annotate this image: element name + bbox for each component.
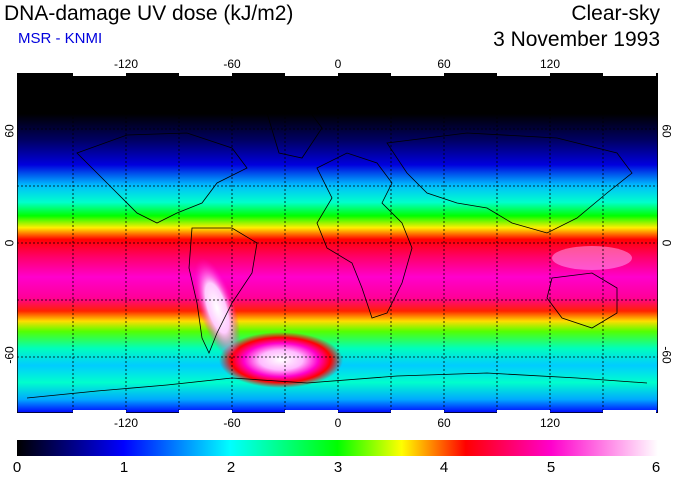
- lon-tick-top: 0: [334, 57, 342, 71]
- lon-tick-top: -120: [113, 57, 139, 71]
- lon-tick-bottom: 60: [437, 416, 451, 430]
- colorbar-label: 6: [651, 459, 661, 476]
- lat-tick-left: 60: [2, 124, 17, 138]
- colorbar-label: 2: [226, 459, 236, 476]
- map-date: 3 November 1993: [493, 28, 660, 51]
- lon-tick-top: 120: [539, 57, 561, 71]
- lon-tick-bottom: 0: [334, 416, 342, 430]
- map-title: DNA-damage UV dose (kJ/m2): [4, 2, 294, 25]
- sky-condition: Clear-sky: [571, 2, 660, 25]
- lat-tick-right: 60: [659, 124, 674, 138]
- source-label: MSR - KNMI: [18, 30, 103, 47]
- lat-tick-left: 0: [2, 239, 17, 247]
- lon-tick-bottom: -120: [113, 416, 139, 430]
- lat-tick-right: -60: [659, 346, 674, 364]
- colorbar-label: 5: [546, 459, 556, 476]
- colorbar-label: 1: [119, 459, 129, 476]
- lat-tick-right: 0: [659, 239, 674, 247]
- lon-tick-bottom: -60: [223, 416, 241, 430]
- colorbar-label: 4: [439, 459, 449, 476]
- colorbar-label: 0: [12, 459, 22, 476]
- lon-tick-top: 60: [437, 57, 451, 71]
- lat-tick-left: -60: [2, 346, 17, 364]
- colorbar-label: 3: [333, 459, 343, 476]
- colorbar: [17, 440, 658, 456]
- uv-dose-map: [17, 73, 658, 413]
- lon-tick-top: -60: [223, 57, 241, 71]
- lon-tick-bottom: 120: [539, 416, 561, 430]
